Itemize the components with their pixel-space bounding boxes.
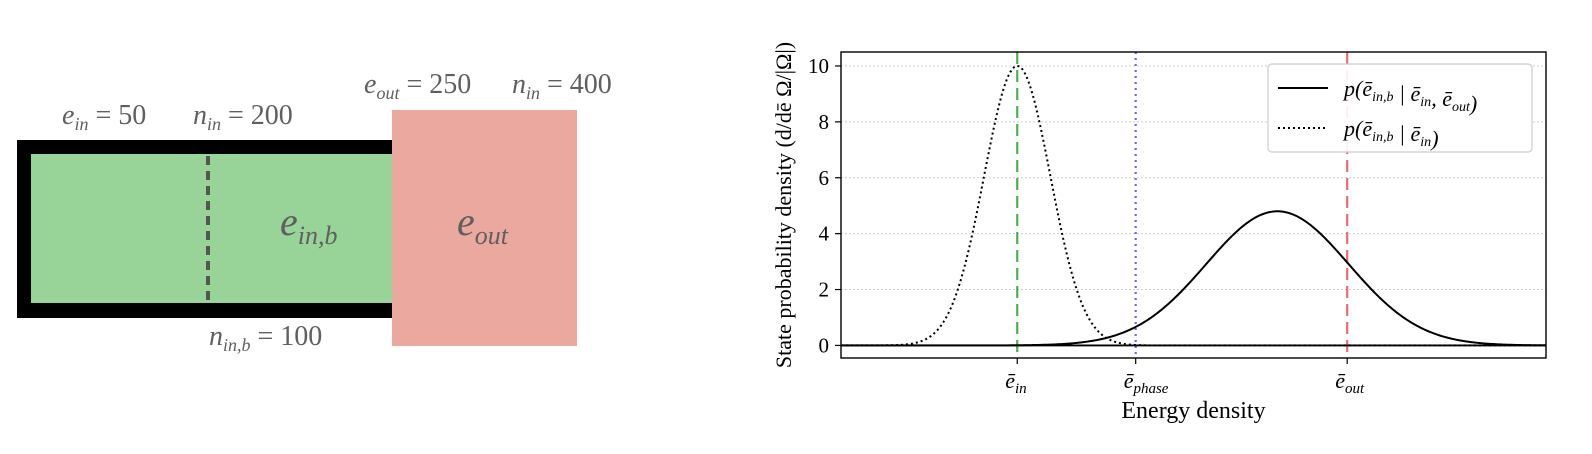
e-in-label: ein = 50 [62, 100, 147, 134]
legend-text: ) [1429, 126, 1438, 151]
x-tick-label-phase: ēphase [1124, 368, 1169, 397]
legend-text: ) [1468, 91, 1477, 116]
y-tick-label: 0 [819, 333, 830, 357]
y-axis-label: State probability density (d/dē Ω/|Ω|) [771, 42, 796, 368]
x-tick-label-sub: out [1345, 381, 1365, 397]
n-in-out-label: nin = 400 [512, 69, 612, 103]
y-tick-label: 10 [808, 54, 829, 78]
legend-sub: in [1420, 95, 1431, 110]
legend-sub: in [1420, 135, 1431, 150]
y-tick-label: 2 [819, 278, 830, 302]
n-in-label: nin = 200 [193, 100, 293, 134]
legend-box [1267, 63, 1533, 153]
legend-entry-0: p(ēin,b | ēin, ēout) [1342, 76, 1477, 116]
x-tick-label-out: ēout [1335, 368, 1365, 397]
legend-text: , ē [1431, 86, 1453, 111]
plot-frame [840, 51, 1547, 359]
probability-density-chart: 0 2 4 6 8 10 ēin ēphase ēout Energy density State … [700, 0, 1592, 450]
x-tick-label-sub: in [1015, 381, 1027, 397]
diagram-shapes [17, 110, 577, 346]
legend-entry-1: p(ēin,b | ēin) [1342, 116, 1439, 151]
legend-text: | ē [1393, 121, 1421, 146]
legend-sub: in,b [1372, 130, 1393, 145]
x-tick-label-sub: phase [1132, 381, 1168, 397]
energy-box-diagram: ein = 50 nin = 200 eout = 250 nin = 400 … [0, 0, 700, 450]
x-axis-label: Energy density [1121, 398, 1265, 424]
y-tick-label: 4 [819, 222, 830, 246]
legend-sub: out [1452, 100, 1471, 115]
legend-sub: in,b [1372, 90, 1393, 105]
y-tick-label: 8 [819, 110, 830, 134]
series-line-0 [841, 210, 1547, 347]
red-region [392, 110, 577, 346]
e-out-box-label: eout [457, 199, 508, 250]
y-tick-label: 6 [819, 166, 830, 190]
chart-svg: 0 2 4 6 8 10 ēin ēphase ēout Energy density State … [771, 42, 1547, 424]
e-out-label: eout = 250 [364, 69, 472, 103]
e-in-b-box-label: ein,b [280, 199, 338, 250]
n-in-b-label: nin,b = 100 [209, 321, 323, 355]
legend-text: p(ē [1342, 76, 1373, 101]
legend-text: | ē [1393, 81, 1421, 106]
x-tick-label-in: ēin [1005, 368, 1026, 397]
legend-text: p(ē [1342, 116, 1373, 141]
green-region [31, 154, 395, 303]
